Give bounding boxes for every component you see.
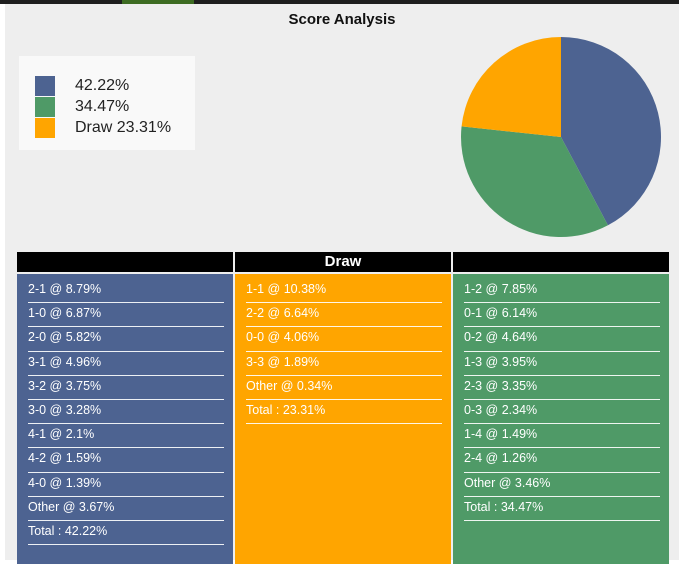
away-score-row: 1-2 @ 7.85%	[464, 279, 660, 304]
legend-label-away: 34.47%	[75, 98, 130, 115]
legend-label-draw: Draw 23.31%	[75, 119, 172, 136]
away-column-body: 1-2 @ 7.85% 0-1 @ 6.14% 0-2 @ 4.64% 1-3 @ 3…	[453, 274, 669, 564]
home-score-row: 2-0 @ 5.82%	[28, 327, 224, 352]
home-score-row: 1-0 @ 6.87%	[28, 303, 224, 328]
home-score-row: 4-0 @ 1.39%	[28, 473, 224, 497]
pie-chart	[461, 37, 661, 237]
legend-label-home: 42.22%	[75, 77, 130, 94]
legend-swatch-away	[35, 97, 55, 117]
away-score-row: Total : 34.47%	[464, 497, 660, 521]
home-score-row: 4-1 @ 2.1%	[28, 424, 224, 449]
legend: 42.22% 34.47% Draw 23.31%	[19, 56, 195, 150]
home-score-row: 4-2 @ 1.59%	[28, 448, 224, 473]
away-score-row: 1-4 @ 1.49%	[464, 424, 660, 449]
away-column: 1-2 @ 7.85% 0-1 @ 6.14% 0-2 @ 4.64% 1-3 @ 3…	[453, 252, 669, 564]
home-column: 2-1 @ 8.79% 1-0 @ 6.87% 2-0 @ 5.82% 3-1 @ 4…	[17, 252, 233, 564]
draw-score-row: Total : 23.31%	[246, 400, 442, 425]
away-score-row: 2-3 @ 3.35%	[464, 376, 660, 400]
away-column-header	[453, 252, 669, 272]
away-score-row: 0-1 @ 6.14%	[464, 303, 660, 328]
pie-slice-0	[561, 37, 661, 226]
pie-slice-1	[461, 126, 608, 237]
legend-swatch-home	[35, 76, 55, 96]
draw-score-row: 3-3 @ 1.89%	[246, 352, 442, 376]
home-score-row: Other @ 3.67%	[28, 497, 224, 521]
draw-column: Draw 1-1 @ 10.38% 2-2 @ 6.64% 0-0 @ 4.06% 3…	[235, 252, 451, 564]
page-title: Score Analysis	[288, 11, 396, 28]
home-score-row: 3-0 @ 3.28%	[28, 400, 224, 425]
draw-column-body: 1-1 @ 10.38% 2-2 @ 6.64% 0-0 @ 4.06% 3-3 @ …	[235, 274, 451, 564]
pie-slice-2	[461, 37, 561, 137]
score-analysis-panel: Score Analysis 42.22% 34.47% Draw 23.31%…	[5, 4, 679, 564]
away-score-row: 0-3 @ 2.34%	[464, 400, 660, 425]
top-bar	[0, 0, 679, 4]
draw-column-header: Draw	[235, 252, 451, 272]
away-score-row: 0-2 @ 4.64%	[464, 327, 660, 352]
away-score-row: 1-3 @ 3.95%	[464, 352, 660, 376]
draw-score-row: 1-1 @ 10.38%	[246, 279, 442, 304]
home-score-row: Total : 42.22%	[28, 521, 224, 546]
draw-score-row: 0-0 @ 4.06%	[246, 327, 442, 352]
home-column-header	[17, 252, 233, 272]
away-score-row: Other @ 3.46%	[464, 473, 660, 497]
top-bar-segment	[122, 0, 194, 4]
home-score-row: 3-2 @ 3.75%	[28, 376, 224, 400]
home-column-body: 2-1 @ 8.79% 1-0 @ 6.87% 2-0 @ 5.82% 3-1 @ 4…	[17, 274, 233, 564]
home-score-row: 3-1 @ 4.96%	[28, 352, 224, 376]
draw-score-row: 2-2 @ 6.64%	[246, 303, 442, 328]
home-score-row: 2-1 @ 8.79%	[28, 279, 224, 304]
draw-score-row: Other @ 0.34%	[246, 376, 442, 400]
legend-swatch-draw	[35, 118, 55, 138]
away-score-row: 2-4 @ 1.26%	[464, 448, 660, 473]
